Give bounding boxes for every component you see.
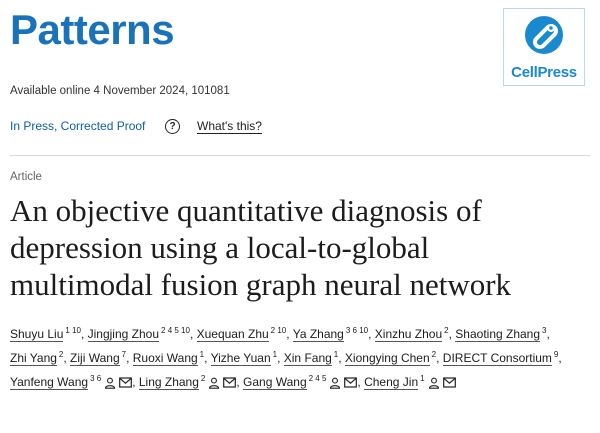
author-name[interactable]: Xiongying Chen	[344, 351, 430, 366]
author-affiliation[interactable]: 2	[200, 374, 206, 383]
author-separator: ,	[338, 351, 345, 365]
author-separator: ,	[132, 375, 139, 389]
article-title: An objective quantitative diagnosis of d…	[10, 192, 595, 303]
author-separator: ,	[80, 327, 88, 341]
author-name[interactable]: Shaoting Zhang	[455, 327, 541, 342]
email-icon[interactable]	[119, 377, 133, 388]
author-item[interactable]: Shuyu Liu 1 10	[10, 326, 81, 342]
author-name[interactable]: Ruoxi Wang	[132, 351, 198, 366]
divider	[10, 155, 590, 156]
article-type: Article	[10, 171, 42, 183]
author-affiliation[interactable]: 3 6 10	[345, 326, 369, 335]
whats-this-link[interactable]: What's this?	[197, 119, 262, 134]
title-line: depression using a local-to-global	[10, 230, 430, 265]
author-separator: ,	[436, 351, 443, 365]
author-item[interactable]: Ziji Wang 7	[70, 350, 127, 366]
availability-date: Available online 4 November 2024, 101081	[10, 85, 230, 97]
author-name[interactable]: Yizhe Yuan	[210, 351, 271, 366]
author-name[interactable]: Ya Zhang	[292, 327, 344, 342]
author-name[interactable]: DIRECT Consortium	[442, 351, 552, 366]
author-name[interactable]: Xuequan Zhu	[196, 327, 269, 342]
author-separator: ,	[277, 351, 284, 365]
author-affiliation[interactable]: 2 4 5 10	[161, 326, 190, 335]
author-affiliation[interactable]: 2	[58, 350, 64, 359]
author-name[interactable]: Shuyu Liu	[10, 327, 64, 342]
cellpress-logo-text: CellPress	[511, 64, 577, 81]
author-separator: ,	[286, 327, 293, 341]
author-separator: ,	[368, 327, 375, 341]
email-icon[interactable]	[344, 377, 358, 388]
person-icon[interactable]	[104, 377, 116, 389]
author-name[interactable]: Xin Fang	[283, 351, 332, 366]
author-affiliation[interactable]: 2	[431, 350, 437, 359]
author-list: Shuyu Liu 1 10, Jingjing Zhou 2 4 5 10, Xu…	[10, 322, 590, 394]
article-status: In Press, Corrected Proof	[10, 119, 145, 133]
author-affiliation[interactable]: 1	[420, 374, 425, 383]
author-item[interactable]: Xinzhu Zhou 2	[374, 326, 449, 342]
author-separator: ,	[546, 327, 550, 341]
author-name[interactable]: Ziji Wang	[70, 351, 120, 366]
author-name[interactable]: Xinzhu Zhou	[374, 327, 443, 342]
cellpress-logo-icon	[525, 16, 563, 54]
author-name[interactable]: Zhi Yang	[10, 351, 57, 366]
author-item[interactable]: Shaoting Zhang 3	[455, 326, 547, 342]
author-item[interactable]: Gang Wang 2 4 5	[243, 374, 358, 390]
author-name[interactable]: Jingjing Zhou	[87, 327, 160, 342]
title-line: multimodal fusion graph neural network	[10, 267, 512, 302]
status-label[interactable]: In Press, Corrected Proof	[10, 119, 146, 133]
author-affiliation[interactable]: 3 6	[90, 374, 102, 383]
journal-title[interactable]: Patterns	[10, 6, 175, 53]
author-separator: ,	[448, 327, 456, 341]
author-item[interactable]: Xin Fang 1	[283, 350, 339, 366]
author-item[interactable]: Xiongying Chen 2	[344, 350, 437, 366]
author-affiliation[interactable]: 1	[199, 350, 205, 359]
author-affiliation[interactable]: 7	[121, 350, 127, 359]
cellpress-logo[interactable]: CellPress	[503, 8, 585, 86]
author-affiliation[interactable]: 1	[272, 350, 278, 359]
person-icon[interactable]	[428, 377, 440, 389]
author-affiliation[interactable]: 2 10	[270, 326, 287, 335]
author-affiliation[interactable]: 1 10	[65, 326, 81, 335]
person-icon[interactable]	[208, 377, 220, 389]
author-name[interactable]: Yanfeng Wang	[10, 375, 89, 390]
author-separator: ,	[204, 351, 211, 365]
email-icon[interactable]	[442, 377, 456, 388]
author-name[interactable]: Gang Wang	[243, 375, 307, 390]
author-item[interactable]: Yanfeng Wang 3 6	[10, 374, 133, 390]
author-separator: ,	[558, 351, 562, 365]
author-item[interactable]: Ling Zhang 2	[138, 374, 237, 390]
author-affiliation[interactable]: 9	[553, 350, 559, 359]
title-line: An objective quantitative diagnosis of	[10, 193, 482, 228]
author-separator: ,	[357, 375, 365, 389]
author-item[interactable]: Cheng Jin 1	[364, 374, 456, 390]
person-icon[interactable]	[329, 377, 341, 389]
author-separator: ,	[236, 375, 244, 389]
author-item[interactable]: Ruoxi Wang 1	[132, 350, 205, 366]
author-affiliation[interactable]: 3	[542, 326, 547, 335]
author-item[interactable]: Zhi Yang 2	[10, 350, 64, 366]
author-affiliation[interactable]: 2	[444, 326, 449, 335]
author-separator: ,	[63, 351, 71, 365]
author-separator: ,	[189, 327, 197, 341]
author-item[interactable]: Ya Zhang 3 6 10	[292, 326, 369, 342]
author-affiliation[interactable]: 1	[333, 350, 339, 359]
email-icon[interactable]	[223, 377, 237, 388]
author-separator: ,	[126, 351, 133, 365]
author-name[interactable]: Cheng Jin	[364, 375, 419, 390]
author-item[interactable]: Jingjing Zhou 2 4 5 10	[87, 326, 190, 342]
author-item[interactable]: Xuequan Zhu 2 10	[196, 326, 287, 342]
author-affiliation[interactable]: 2 4 5	[308, 374, 327, 383]
help-icon[interactable]: ?	[165, 119, 180, 134]
author-item[interactable]: Yizhe Yuan 1	[210, 350, 278, 366]
author-name[interactable]: Ling Zhang	[138, 375, 199, 390]
author-item[interactable]: DIRECT Consortium 9	[442, 350, 559, 366]
